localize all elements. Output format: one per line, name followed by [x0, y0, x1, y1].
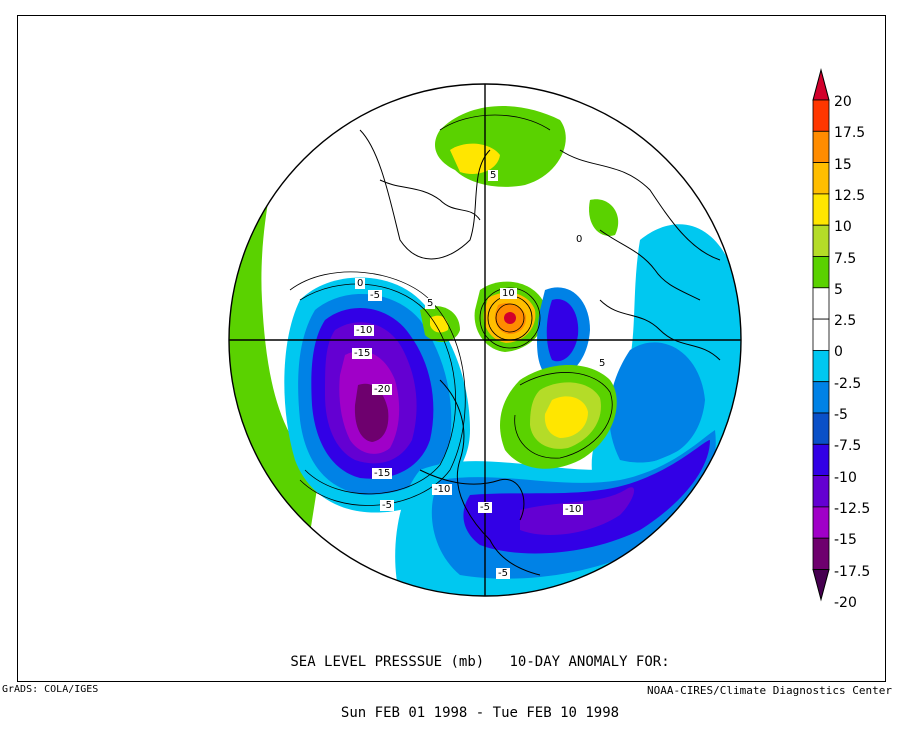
contour-label: 10: [500, 288, 517, 299]
colorbar-label: 2.5: [834, 313, 857, 330]
coastlines: [359, 129, 721, 576]
credit-grads: GrADS: COLA/IGES: [2, 684, 99, 695]
colorbar-swatch: [812, 256, 830, 289]
anomaly-area-negative-west-6: [354, 383, 389, 442]
contour-label: -5: [368, 290, 382, 301]
colorbar-label: -2.5: [834, 375, 862, 392]
map-boundary: [228, 83, 742, 597]
colorbar-swatch: [812, 224, 830, 257]
anomaly-area-positive-central-core: [504, 312, 516, 324]
contour-label: -10: [563, 504, 584, 515]
contour-label: -5: [496, 568, 510, 579]
colorbar-label: -5: [834, 407, 848, 423]
colorbar-swatch: [812, 537, 830, 570]
colorbar-label: 5: [834, 281, 843, 298]
title-line-1: SEA LEVEL PRESSSUE (mb) 10-DAY ANOMALY F…: [290, 654, 670, 670]
anomaly-area-positive-west-patch-core: [430, 315, 449, 333]
anomaly-area-negative-central-2: [546, 299, 579, 362]
colorbar-label: 12.5: [834, 187, 866, 204]
colorbar: [812, 68, 830, 602]
colorbar-label: 10: [834, 219, 852, 236]
colorbar-swatch: [812, 412, 830, 445]
colorbar-arrow-bottom: [812, 569, 830, 602]
colorbar-arrow-top: [812, 68, 830, 101]
anomaly-area-positive-southeast-3: [544, 396, 588, 438]
anomaly-area-negative-east-inner: [609, 342, 705, 463]
isobars: [289, 114, 613, 506]
colorbar-label: 0: [834, 344, 843, 361]
title-line-2: Sun FEB 01 1998 - Tue FEB 10 1998: [340, 705, 620, 721]
colorbar-label: 17.5: [834, 125, 866, 142]
colorbar-label: 7.5: [834, 250, 857, 267]
colorbar-swatch: [812, 162, 830, 195]
anomaly-area-positive-ne: [589, 199, 619, 236]
colorbar-label: -7.5: [834, 438, 862, 455]
contour-label: 5: [488, 170, 499, 181]
colorbar-swatch: [812, 475, 830, 508]
contour-label: -5: [478, 502, 492, 513]
polar-map: [228, 68, 830, 602]
anomaly-area-positive-north-core: [450, 143, 500, 175]
colorbar-swatch: [812, 318, 830, 351]
colorbar-swatch: [812, 130, 830, 164]
contour-label: -10: [354, 325, 375, 336]
colorbar-swatch: [812, 349, 830, 383]
contour-label: -5: [380, 500, 394, 511]
colorbar-label: -10: [834, 469, 857, 486]
contour-label: -10: [432, 484, 453, 495]
colorbar-label: -17.5: [834, 563, 871, 580]
colorbar-label: 20: [834, 94, 852, 110]
colorbar-swatch: [812, 99, 830, 132]
colorbar-swatch: [812, 506, 830, 539]
contour-label: 5: [597, 358, 608, 369]
map-title: SEA LEVEL PRESSSUE (mb) 10-DAY ANOMALY F…: [0, 620, 904, 739]
contour-label: -15: [352, 348, 373, 359]
map-frame: [17, 15, 886, 682]
colorbar-swatch: [812, 443, 830, 476]
credit-noaa: NOAA-CIRES/Climate Diagnostics Center: [646, 684, 892, 697]
contour-label: -20: [372, 384, 393, 395]
colorbar-swatch: [812, 287, 830, 320]
colorbar-label: -15: [834, 532, 857, 549]
contour-label: 5: [425, 298, 436, 309]
contour-label: 0: [574, 234, 585, 245]
colorbar-swatch: [812, 193, 830, 226]
contour-label: 0: [355, 278, 366, 289]
colorbar-swatch: [812, 381, 830, 414]
contour-label: -15: [372, 468, 393, 479]
colorbar-label: -20: [834, 594, 857, 611]
colorbar-label: -12.5: [834, 500, 871, 517]
colorbar-label: 15: [834, 156, 852, 173]
